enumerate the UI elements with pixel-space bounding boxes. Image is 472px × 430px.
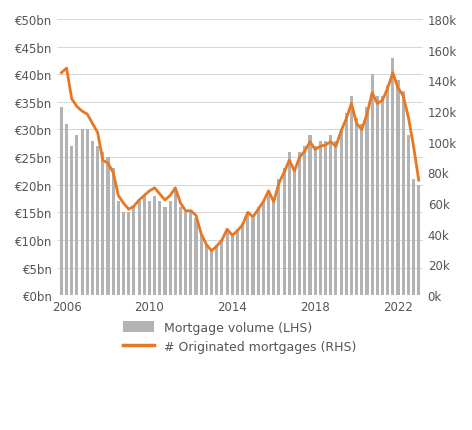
Bar (319, 141, 322, 295)
Bar (345, 114, 348, 295)
Bar (262, 202, 265, 295)
Bar (215, 246, 219, 295)
Bar (272, 202, 275, 295)
Bar (236, 229, 239, 295)
Bar (293, 169, 296, 295)
Bar (334, 141, 337, 295)
Bar (283, 169, 286, 295)
Bar (231, 235, 234, 295)
Bar (117, 202, 120, 295)
Bar (200, 235, 203, 295)
Bar (65, 125, 68, 295)
Bar (241, 224, 244, 295)
Bar (96, 147, 99, 295)
Bar (324, 141, 327, 295)
Bar (396, 80, 400, 295)
Bar (329, 136, 332, 295)
Bar (153, 197, 156, 295)
Bar (376, 97, 379, 295)
Bar (163, 207, 167, 295)
Bar (313, 147, 317, 295)
Bar (226, 229, 228, 295)
Bar (257, 207, 260, 295)
Bar (252, 218, 254, 295)
Bar (308, 136, 312, 295)
Bar (303, 147, 306, 295)
Bar (360, 125, 363, 295)
Bar (143, 197, 146, 295)
Bar (288, 152, 291, 295)
Bar (246, 213, 249, 295)
Bar (137, 202, 141, 295)
Bar (205, 246, 208, 295)
Bar (381, 97, 384, 295)
Bar (179, 207, 182, 295)
Bar (350, 97, 353, 295)
Bar (210, 252, 213, 295)
Bar (91, 141, 94, 295)
Bar (81, 130, 84, 295)
Bar (101, 152, 104, 295)
Bar (267, 191, 270, 295)
Bar (386, 86, 389, 295)
Bar (174, 191, 177, 295)
Bar (122, 213, 125, 295)
Bar (111, 169, 115, 295)
Bar (60, 108, 63, 295)
Bar (339, 130, 343, 295)
Bar (278, 180, 280, 295)
Bar (148, 202, 151, 295)
Bar (412, 180, 415, 295)
Bar (407, 136, 410, 295)
Bar (76, 136, 78, 295)
Bar (158, 202, 161, 295)
Bar (169, 202, 172, 295)
Bar (371, 75, 374, 295)
Bar (194, 218, 198, 295)
Bar (417, 185, 420, 295)
Bar (402, 92, 405, 295)
Bar (184, 213, 187, 295)
Bar (70, 147, 73, 295)
Bar (189, 213, 193, 295)
Bar (365, 108, 369, 295)
Bar (107, 158, 110, 295)
Legend: Mortgage volume (LHS), # Originated mortgages (RHS): Mortgage volume (LHS), # Originated mort… (118, 316, 362, 358)
Bar (355, 119, 358, 295)
Bar (86, 130, 89, 295)
Bar (132, 207, 135, 295)
Bar (391, 58, 395, 295)
Bar (220, 240, 223, 295)
Bar (127, 213, 130, 295)
Bar (298, 152, 301, 295)
